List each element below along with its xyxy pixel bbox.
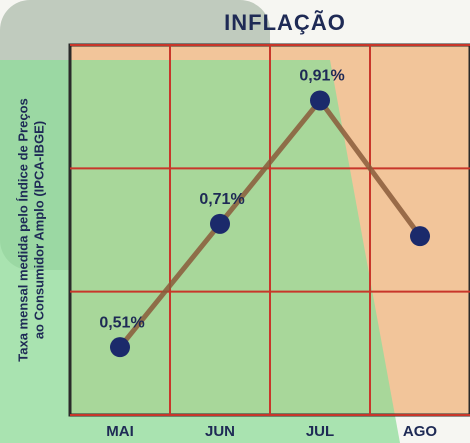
x-tick-label: MAI	[106, 423, 134, 440]
data-point	[310, 90, 330, 111]
y-label: Taxa mensal medida pelo Índice de Preços…	[15, 98, 46, 361]
data-point	[410, 226, 430, 247]
x-tick-label: JUL	[306, 423, 334, 440]
x-tick-label: AGO	[403, 423, 438, 440]
y-label-line: ao Consumidor Amplo (IPCA-IBGE)	[31, 121, 46, 339]
y-label-line: Taxa mensal medida pelo Índice de Preços	[15, 98, 30, 361]
series-line	[118, 96, 423, 349]
data-point	[110, 337, 130, 358]
x-tick-label: JUN	[205, 423, 235, 440]
data-label: 0,51%	[99, 314, 144, 331]
data-label: 0,71%	[199, 191, 244, 208]
chart-title: INFLAÇÃO	[224, 10, 346, 35]
data-label: 0,91%	[299, 68, 344, 85]
data-point	[210, 213, 230, 234]
